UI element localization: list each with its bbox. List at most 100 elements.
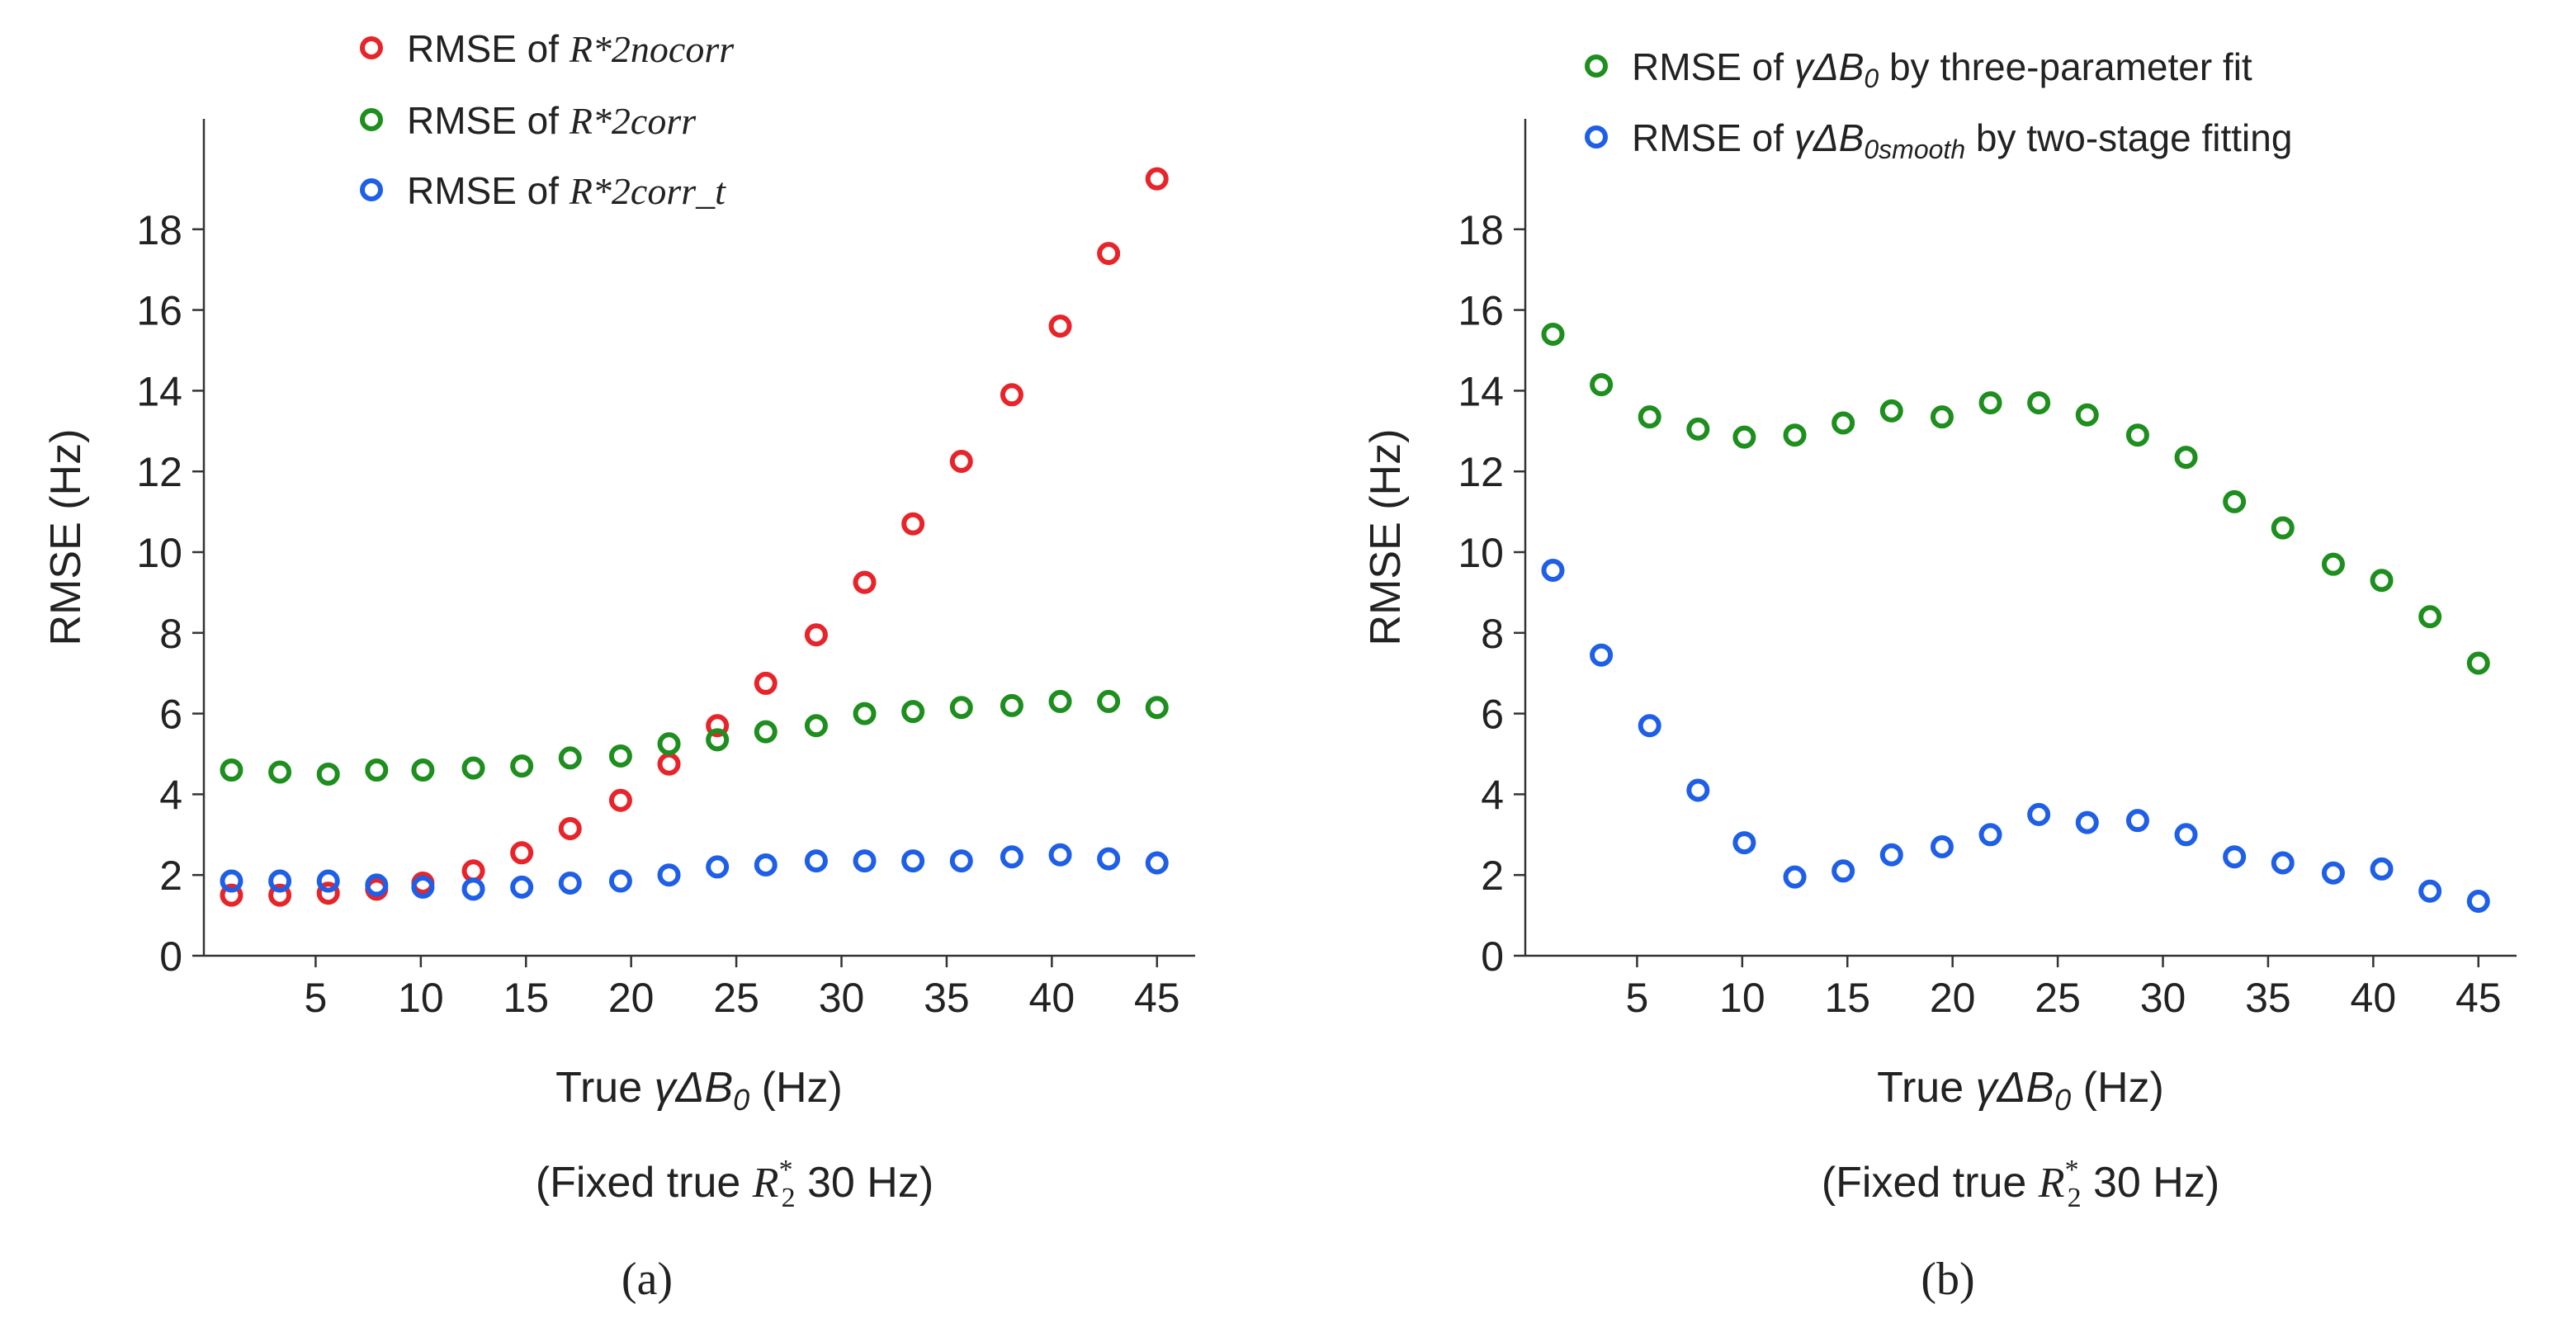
panel-b-x-tick-label: 35 — [2245, 975, 2291, 1021]
panel-a-y-tick-label: 16 — [136, 288, 182, 334]
panel-a-y-tick-label: 2 — [159, 853, 182, 899]
panel-b-series-0-point — [1783, 423, 1807, 447]
panel-a-series-0-point — [268, 883, 292, 907]
panel-a-series-2-point — [220, 869, 243, 893]
legend-prefix-r2corr-t: RMSE of — [407, 169, 570, 212]
panel-a-series-1-point — [706, 728, 730, 752]
panel-a-x-ticks: 5 10 15 20 25 30 35 40 45 — [305, 956, 1180, 1021]
legend-symbol-two-stage: γΔB — [1794, 116, 1865, 159]
panel-b-series-0-point — [2370, 569, 2394, 593]
panel-a-series-1-point — [316, 762, 340, 786]
legend-prefix-two-stage: RMSE of — [1632, 116, 1794, 159]
panel-a-series-2-point — [754, 853, 778, 876]
panel-a-y-tick-label: 12 — [136, 449, 182, 495]
panel-b-series-0-point — [2321, 552, 2345, 576]
panel-b-y-tick-label: 14 — [1458, 368, 1504, 414]
panel-b-x-tick-label: 10 — [1719, 975, 1765, 1021]
panel-b-series-0-point — [1930, 405, 1954, 429]
b-subcaption-suffix: 30 Hz) — [2082, 1159, 2220, 1207]
b-subcaption-symbol: R — [2038, 1160, 2065, 1207]
panel-b-y-ticks: 0 2 4 6 8 10 12 14 16 18 — [1458, 207, 1525, 980]
panel-a-series-0-point — [316, 881, 340, 905]
legend-label-three-param: RMSE of γΔB0 by three-parameter fit — [1632, 45, 2252, 93]
legend-sub-two-stage: 0smooth — [1864, 135, 1965, 164]
panel-a-series-1-point — [268, 760, 292, 784]
panel-a-x-tick-label: 45 — [1134, 975, 1180, 1021]
panel-b-series-1-point — [2466, 889, 2490, 913]
panel-a-y-axis-title: RMSE (Hz) — [42, 429, 90, 646]
legend-prefix-three-param: RMSE of — [1632, 45, 1794, 88]
panel-b-y-tick-label: 12 — [1458, 449, 1504, 495]
panel-b-data-points — [1541, 322, 2490, 913]
subcaption-symbol: R — [752, 1160, 779, 1207]
panel-a-series-0-point — [510, 841, 534, 865]
panel-a-series-0-point — [901, 512, 925, 536]
legend-symbol-r2nocorr: R*2nocorr — [569, 28, 735, 70]
legend-label-r2nocorr: RMSE of R*2nocorr — [407, 27, 735, 70]
panel-a-series-1-point — [1145, 696, 1169, 720]
panel-a-series-2-point — [1048, 843, 1072, 867]
panel-a-x-tick-label: 20 — [608, 975, 655, 1021]
panel-b-series-0-point — [1541, 322, 1565, 346]
panel-a-x-tick-label: 35 — [924, 975, 970, 1021]
legend-label-two-stage: RMSE of γΔB0smooth by two-stage fitting — [1632, 116, 2292, 164]
panel-a-series-0-point — [558, 816, 582, 840]
legend-suffix-two-stage: by two-stage fitting — [1965, 116, 2292, 159]
panel-a-series-1-point — [1048, 689, 1072, 713]
panel-a-series-2-point — [804, 849, 828, 873]
x-title-symbol: γΔB — [655, 1064, 734, 1112]
b-subcaption-prefix: (Fixed true — [1822, 1159, 2039, 1207]
legend-marker-three-param — [1585, 54, 1608, 78]
panel-b-y-tick-label: 18 — [1458, 207, 1504, 253]
panel-a-y-tick-label: 10 — [136, 530, 182, 576]
panel-a-series-1-point — [853, 702, 877, 725]
panel-b-y-tick-label: 4 — [1481, 772, 1504, 818]
panel-a-series-1-point — [411, 758, 435, 782]
panel-a-series-2-point — [1145, 851, 1169, 875]
panel-b-series-0-point — [1732, 425, 1756, 449]
panel-b-series-0-point — [1638, 405, 1661, 429]
legend-symbol-r2corr: R*2corr — [569, 100, 697, 142]
panel-a-series-0-point — [1048, 314, 1072, 338]
panel-a-series-1-point — [657, 732, 681, 756]
panel-b-x-tick-label: 20 — [1930, 975, 1976, 1021]
panel-a-x-tick-label: 30 — [819, 975, 865, 1021]
legend-marker-r2corr-t — [360, 178, 383, 201]
legend-marker-r2corr — [360, 108, 383, 131]
b-x-title-symbol: γΔB — [1976, 1064, 2055, 1112]
panel-a-series-2-point — [901, 849, 925, 873]
panel-a-series-2-point — [365, 873, 389, 897]
panel-b-x-tick-label: 30 — [2140, 975, 2186, 1021]
panel-b-series-1-point — [2027, 802, 2051, 826]
panel-b-series-0-point — [2223, 489, 2247, 513]
panel-b-series-1-point — [1638, 714, 1661, 738]
panel-a-x-tick-label: 15 — [503, 975, 549, 1021]
panel-a-x-tick-label: 5 — [305, 975, 328, 1021]
panel-b-x-tick-label: 45 — [2455, 975, 2502, 1021]
panel-b-y-tick-label: 0 — [1481, 933, 1504, 980]
panel-b-series-1-point — [2223, 845, 2247, 869]
legend-marker-two-stage — [1585, 125, 1608, 149]
panel-b-x-tick-label: 15 — [1824, 975, 1870, 1021]
panel-a-data-points — [220, 167, 1169, 907]
panel-a-series-2-point — [461, 877, 485, 901]
panel-b-series-1-point — [2321, 861, 2345, 885]
panel-b-series-0-point — [2174, 446, 2198, 470]
panel-b-x-ticks: 5 10 15 20 25 30 35 40 45 — [1626, 956, 2502, 1021]
panel-a-series-2-point — [558, 871, 582, 895]
legend-symbol-r2corr-t: R*2corr_t — [569, 170, 726, 212]
panel-a-series-1-point — [365, 758, 389, 782]
panel-a-series-1-point — [804, 714, 828, 738]
panel-a-series-2-point — [1000, 845, 1023, 869]
panel-b-caption: (b) — [1921, 1254, 1974, 1305]
panel-b-series-0-point — [2271, 516, 2295, 540]
x-title-unit: (Hz) — [749, 1064, 843, 1112]
legend-prefix-r2corr: RMSE of — [407, 99, 570, 142]
panel-b-series-0-point — [1686, 417, 1710, 441]
panel-b-series-1-point — [2370, 857, 2394, 881]
panel-a-series-0-point — [706, 714, 730, 738]
panel-a-series-1-point — [901, 700, 925, 724]
panel-b-series-0-point — [2418, 605, 2442, 629]
subcaption-suffix: 30 Hz) — [796, 1159, 934, 1207]
